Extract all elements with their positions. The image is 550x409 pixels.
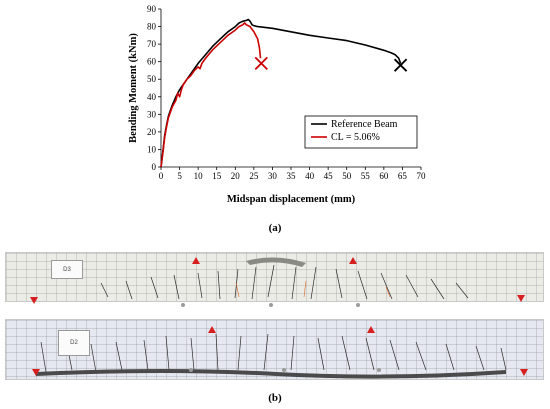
failure-marker-stroke bbox=[393, 58, 408, 72]
beam-photo-d3: D3 bbox=[5, 252, 544, 307]
lvdt-point bbox=[189, 368, 193, 372]
y-tick-label: 40 bbox=[147, 92, 157, 102]
legend-label: Reference Beam bbox=[331, 119, 398, 130]
y-tick-label: 50 bbox=[147, 74, 157, 84]
lvdt-point bbox=[181, 303, 185, 307]
load-point-marker bbox=[367, 326, 375, 333]
support-marker bbox=[517, 295, 525, 302]
x-tick-label: 45 bbox=[324, 171, 334, 181]
caption-b: (b) bbox=[268, 392, 282, 404]
y-tick-label: 80 bbox=[147, 22, 157, 32]
cover-spalling bbox=[36, 369, 506, 379]
failure-marker bbox=[254, 56, 268, 71]
legend-box bbox=[304, 115, 418, 149]
x-axis-title: Midspan displacement (mm) bbox=[227, 194, 356, 205]
load-point-marker bbox=[208, 326, 216, 333]
x-tick-label: 70 bbox=[417, 171, 427, 181]
specimen-tag-d2: D2 bbox=[58, 330, 90, 356]
series-line-cl-5-06 bbox=[160, 22, 262, 168]
x-tick-label: 30 bbox=[268, 171, 278, 181]
beam-photo-d2: D2 bbox=[5, 319, 544, 380]
crack-pattern bbox=[36, 333, 507, 379]
lvdt-point bbox=[269, 303, 273, 307]
load-displacement-chart: 0 5 10 15 20 25 30 35 40 45 50 55 60 65 70 0 10 20 30 40 50 6… bbox=[128, 4, 427, 205]
x-tick-label: 40 bbox=[305, 171, 315, 181]
x-tick-label: 65 bbox=[398, 171, 408, 181]
load-point-marker bbox=[192, 257, 200, 264]
x-tick-label: 10 bbox=[194, 171, 204, 181]
y-tick-label: 60 bbox=[147, 57, 157, 67]
x-tick-label: 20 bbox=[231, 171, 241, 181]
legend-label: CL = 5.06% bbox=[331, 132, 380, 143]
y-tick-label: 70 bbox=[147, 39, 157, 49]
failure-marker-stroke bbox=[254, 56, 268, 71]
x-tick-label: 35 bbox=[287, 171, 297, 181]
specimen-tag-d3: D3 bbox=[51, 260, 83, 279]
crushed-zone bbox=[246, 257, 306, 267]
x-tick-label: 5 bbox=[177, 171, 182, 181]
load-point-marker bbox=[349, 257, 357, 264]
y-tick-label: 0 bbox=[152, 162, 157, 172]
x-tick-label: 25 bbox=[249, 171, 259, 181]
support-marker bbox=[30, 297, 38, 304]
x-tick-label: 50 bbox=[342, 171, 352, 181]
x-tick-label: 60 bbox=[379, 171, 389, 181]
lvdt-point bbox=[282, 368, 286, 372]
x-tick-label: 15 bbox=[212, 171, 222, 181]
caption-a: (a) bbox=[268, 222, 282, 234]
lvdt-point bbox=[356, 303, 360, 307]
x-tick-label: 0 bbox=[159, 171, 164, 181]
y-axis-title: Bending Moment (kNm) bbox=[128, 33, 139, 143]
x-tick-label: 55 bbox=[361, 171, 371, 181]
y-tick-label: 10 bbox=[147, 144, 157, 154]
failure-marker bbox=[393, 58, 408, 72]
crack-pattern bbox=[100, 257, 469, 300]
y-tick-label: 90 bbox=[147, 4, 157, 14]
y-tick-label: 20 bbox=[147, 127, 157, 137]
lvdt-point bbox=[377, 368, 381, 372]
support-marker bbox=[32, 369, 40, 376]
support-marker bbox=[520, 369, 528, 376]
y-tick-label: 30 bbox=[147, 109, 157, 119]
